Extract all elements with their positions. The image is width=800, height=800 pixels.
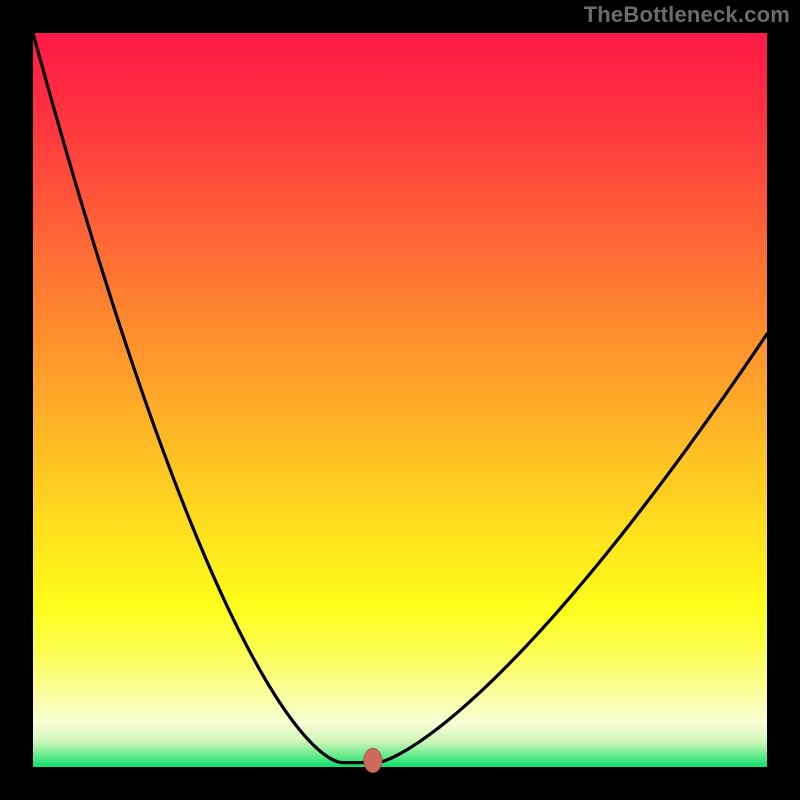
optimal-point-marker	[364, 748, 382, 772]
watermark-text: TheBottleneck.com	[584, 2, 790, 28]
plot-background	[33, 33, 767, 767]
chart-stage: TheBottleneck.com	[0, 0, 800, 800]
bottleneck-chart	[0, 0, 800, 800]
